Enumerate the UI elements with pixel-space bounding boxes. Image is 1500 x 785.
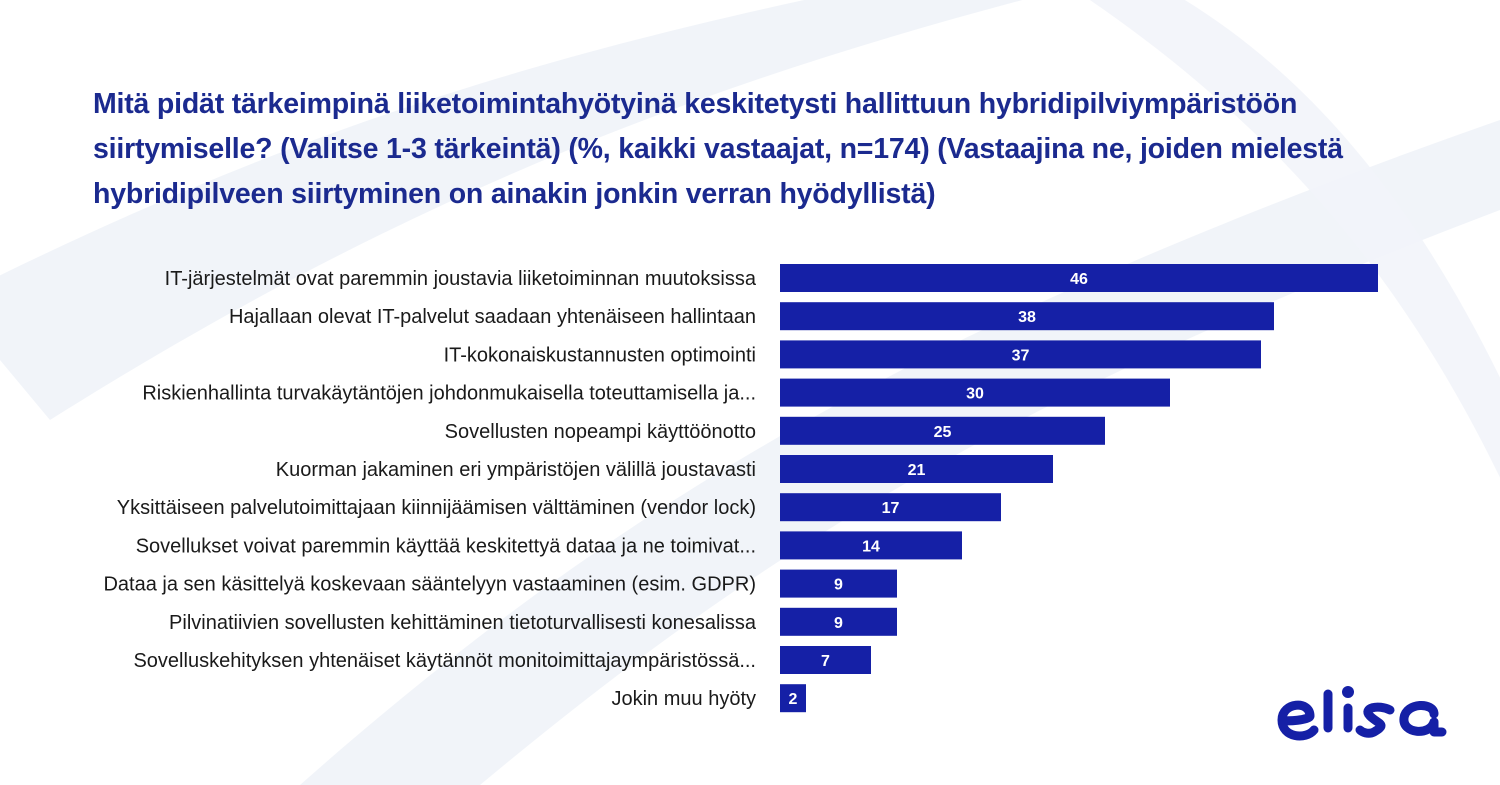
bar xyxy=(780,340,1261,369)
category-label: Jokin muu hyöty xyxy=(611,688,756,710)
bar xyxy=(780,646,871,674)
category-label: Sovellukset voivat paremmin käyttää kesk… xyxy=(136,535,756,557)
bar xyxy=(780,569,897,598)
bar-value-label: 17 xyxy=(882,500,900,517)
category-label: IT-kokonaiskustannusten optimointi xyxy=(444,344,756,366)
chart-title: Mitä pidät tärkeimpinä liiketoimintahyöt… xyxy=(93,82,1463,217)
bar-value-label: 38 xyxy=(1018,309,1036,326)
bar xyxy=(780,684,806,713)
bar-value-label: 9 xyxy=(834,577,843,594)
bar xyxy=(780,493,1001,522)
elisa-logo-icon xyxy=(1277,686,1447,741)
bar xyxy=(780,455,1053,483)
bar-value-label: 37 xyxy=(1012,347,1030,364)
category-label: Sovelluskehityksen yhtenäiset käytännöt … xyxy=(133,650,756,672)
bar-value-label: 14 xyxy=(862,538,880,555)
category-label: Riskienhallinta turvakäytäntöjen johdonm… xyxy=(142,383,756,405)
bar xyxy=(780,531,962,560)
category-label: Hajallaan olevat IT-palvelut saadaan yht… xyxy=(229,306,756,328)
title-line-3: hybridipilveen siirtyminen on ainakin jo… xyxy=(93,178,936,210)
category-label: Kuorman jakaminen eri ympäristöjen välil… xyxy=(276,459,756,481)
title-line-2: siirtymiselle? (Valitse 1-3 tärkeintä) (… xyxy=(93,133,1343,165)
bar xyxy=(780,264,1378,292)
bar xyxy=(780,378,1170,407)
category-label: Sovellusten nopeampi käyttöönotto xyxy=(445,421,756,443)
title-line-1: Mitä pidät tärkeimpinä liiketoimintahyöt… xyxy=(93,88,1298,120)
bar-value-label: 9 xyxy=(834,615,843,632)
bar-value-label: 7 xyxy=(821,653,830,670)
bar xyxy=(780,607,897,636)
bar-value-label: 30 xyxy=(966,386,984,403)
bar-value-label: 46 xyxy=(1070,271,1088,288)
category-label: Dataa ja sen käsittelyä koskevaan säänte… xyxy=(103,574,756,596)
category-label: IT-järjestelmät ovat paremmin joustavia … xyxy=(165,268,757,290)
bar-value-label: 2 xyxy=(789,691,798,708)
bar xyxy=(780,416,1105,445)
category-label: Pilvinatiivien sovellusten kehittäminen … xyxy=(169,612,757,634)
bar-value-label: 21 xyxy=(908,462,926,479)
bar-value-label: 25 xyxy=(934,424,952,441)
category-label: Yksittäiseen palvelutoimittajaan kiinnij… xyxy=(117,497,756,519)
bar xyxy=(780,302,1274,331)
